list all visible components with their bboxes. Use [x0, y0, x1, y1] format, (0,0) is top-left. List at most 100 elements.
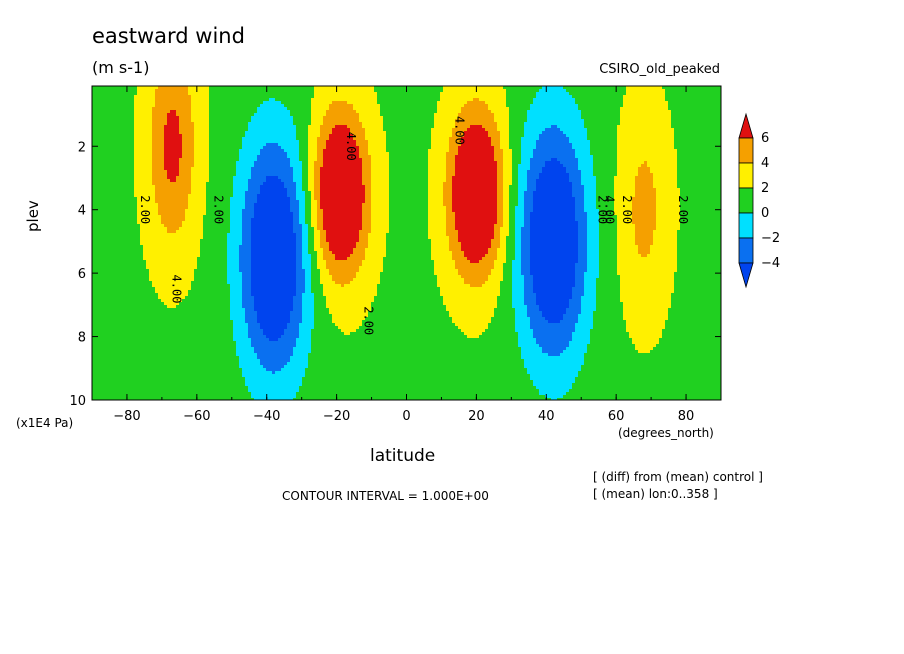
field-cell [107, 278, 110, 281]
field-cell [167, 233, 170, 236]
field-cell [185, 95, 188, 98]
field-cell [167, 119, 170, 122]
field-cell [191, 260, 194, 263]
field-cell [194, 206, 197, 209]
field-cell [140, 236, 143, 239]
field-cell [137, 260, 140, 263]
field-cell [113, 299, 116, 302]
field-cell [137, 287, 140, 290]
field-cell [176, 149, 179, 152]
field-cell [200, 278, 203, 281]
field-cell [113, 140, 116, 143]
field-cell [164, 338, 167, 341]
field-cell [173, 236, 176, 239]
field-cell [128, 182, 131, 185]
field-cell [209, 113, 212, 116]
field-cell [179, 377, 182, 380]
field-cell [134, 119, 137, 122]
field-cell [197, 92, 200, 95]
field-cell [224, 161, 227, 164]
field-cell [107, 242, 110, 245]
field-cell [197, 389, 200, 392]
field-cell [98, 203, 101, 206]
field-cell [194, 242, 197, 245]
field-cell [233, 107, 236, 110]
field-cell [158, 215, 161, 218]
field-cell [113, 305, 116, 308]
field-cell [173, 101, 176, 104]
field-cell [140, 224, 143, 227]
field-cell [137, 266, 140, 269]
field-cell [170, 101, 173, 104]
field-cell [230, 260, 233, 263]
field-cell [173, 209, 176, 212]
field-cell [104, 374, 107, 377]
field-cell [161, 314, 164, 317]
field-cell [194, 221, 197, 224]
field-cell [143, 284, 146, 287]
field-cell [188, 392, 191, 395]
field-cell [155, 197, 158, 200]
field-cell [122, 95, 125, 98]
field-cell [131, 326, 134, 329]
field-cell [158, 191, 161, 194]
field-cell [125, 185, 128, 188]
field-cell [107, 164, 110, 167]
field-cell [98, 125, 101, 128]
field-cell [107, 191, 110, 194]
field-cell [188, 257, 191, 260]
field-cell [200, 368, 203, 371]
field-cell [122, 257, 125, 260]
field-cell [182, 329, 185, 332]
field-cell [146, 251, 149, 254]
field-cell [140, 242, 143, 245]
field-cell [131, 197, 134, 200]
field-cell [158, 197, 161, 200]
field-cell [119, 218, 122, 221]
field-cell [194, 326, 197, 329]
field-cell [164, 227, 167, 230]
field-cell [200, 164, 203, 167]
field-cell [197, 377, 200, 380]
field-cell [131, 203, 134, 206]
field-cell [194, 374, 197, 377]
field-cell [221, 128, 224, 131]
field-cell [167, 335, 170, 338]
field-cell [167, 263, 170, 266]
field-cell [131, 101, 134, 104]
field-cell [230, 107, 233, 110]
field-cell [134, 395, 137, 398]
field-cell [224, 239, 227, 242]
field-cell [197, 236, 200, 239]
field-cell [197, 110, 200, 113]
field-cell [221, 314, 224, 317]
field-cell [104, 329, 107, 332]
field-cell [113, 374, 116, 377]
field-cell [143, 128, 146, 131]
field-cell [218, 323, 221, 326]
field-cell [176, 311, 179, 314]
field-cell [179, 125, 182, 128]
field-cell [110, 95, 113, 98]
field-cell [119, 266, 122, 269]
field-cell [191, 164, 194, 167]
field-cell [125, 116, 128, 119]
field-cell [197, 200, 200, 203]
field-cell [170, 140, 173, 143]
field-cell [92, 200, 95, 203]
field-cell [116, 245, 119, 248]
field-cell [113, 197, 116, 200]
field-cell [188, 128, 191, 131]
field-cell [212, 344, 215, 347]
field-cell [167, 194, 170, 197]
field-cell [194, 212, 197, 215]
field-cell [230, 215, 233, 218]
field-cell [227, 158, 230, 161]
field-cell [152, 362, 155, 365]
field-cell [161, 149, 164, 152]
field-cell [170, 137, 173, 140]
field-cell [227, 203, 230, 206]
field-cell [161, 320, 164, 323]
field-cell [128, 368, 131, 371]
field-cell [155, 365, 158, 368]
